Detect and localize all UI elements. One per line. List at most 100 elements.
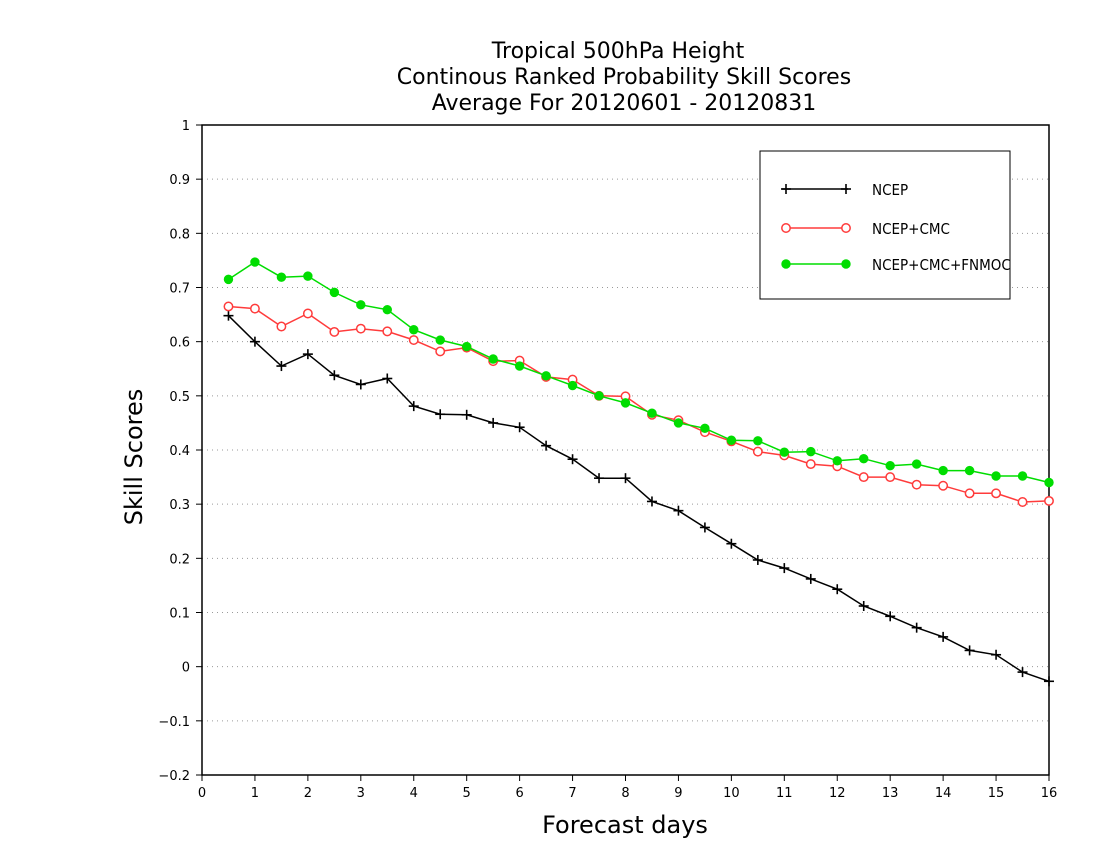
legend-box — [759, 150, 1011, 300]
y-tick-label: −0.1 — [158, 715, 190, 730]
y-tick-label: 0.3 — [169, 498, 190, 513]
data-point-open-circle — [991, 488, 1002, 499]
data-point-filled-circle — [276, 272, 287, 282]
data-point-open-circle — [249, 303, 260, 314]
data-point-plus — [488, 417, 499, 428]
data-point-filled-circle — [356, 300, 366, 310]
data-point-filled-circle — [726, 435, 737, 445]
data-point-filled-circle — [832, 456, 842, 466]
data-point-open-circle — [781, 223, 791, 233]
data-point-open-circle — [329, 326, 340, 337]
data-point-plus — [567, 454, 578, 465]
data-point-open-circle — [276, 321, 287, 332]
series-line — [228, 305, 1050, 503]
x-tick-label: 4 — [410, 786, 418, 801]
data-point-filled-circle — [223, 274, 234, 285]
data-point-plus — [673, 505, 684, 516]
data-point-filled-circle — [911, 459, 922, 469]
data-point-open-circle — [805, 459, 816, 470]
legend: NCEP NCEP+CMC NCEP+CMC+FNMOC — [759, 150, 1011, 300]
data-point-filled-circle — [753, 436, 763, 446]
x-tick-label: 0 — [198, 786, 206, 801]
data-point-open-circle — [885, 472, 896, 483]
chart-title-line-2: Continous Ranked Probability Skill Score… — [397, 65, 851, 90]
data-point-open-circle — [408, 335, 419, 345]
data-point-plus — [1017, 667, 1028, 678]
data-point-filled-circle — [779, 447, 790, 457]
data-point-filled-circle — [567, 380, 578, 391]
x-tick-label: 3 — [357, 786, 365, 801]
legend-label: NCEP+CMC — [872, 220, 950, 238]
data-point-plus — [329, 370, 340, 381]
data-point-plus — [841, 184, 851, 194]
data-point-plus — [938, 631, 949, 642]
data-point-plus — [991, 649, 1002, 660]
y-axis-ticks: −0.2 −0.1 0 0.1 0.2 0.3 0.4 0.5 0.6 0.7 0.8 0.9 1 — [158, 119, 202, 784]
data-point-filled-circle — [964, 465, 975, 476]
x-tick-label: 13 — [882, 786, 899, 801]
data-point-open-circle — [964, 488, 975, 499]
x-axis-ticks: 0 1 2 3 4 5 6 7 8 9 10 11 12 13 14 15 16 — [198, 775, 1057, 801]
x-tick-label: 15 — [988, 786, 1005, 801]
data-point-plus — [223, 310, 234, 321]
data-point-plus — [302, 349, 313, 360]
data-point-open-circle — [911, 479, 922, 490]
data-point-open-circle — [223, 301, 234, 312]
y-tick-label: 1 — [182, 119, 190, 134]
legend-label: NCEP — [872, 181, 908, 199]
data-point-plus — [594, 473, 605, 484]
series-2 — [223, 257, 1054, 488]
data-point-filled-circle — [806, 446, 816, 457]
data-point-plus — [382, 373, 393, 384]
data-point-plus — [858, 601, 869, 611]
x-tick-label: 1 — [251, 786, 259, 801]
data-point-open-circle — [858, 472, 869, 483]
data-point-plus — [249, 336, 260, 347]
legend-item-2: NCEP+CMC+FNMOC — [781, 256, 1011, 274]
data-point-plus — [726, 538, 737, 549]
data-point-open-circle — [355, 323, 366, 334]
data-point-filled-circle — [859, 453, 869, 464]
data-point-open-circle — [302, 308, 313, 319]
data-point-open-circle — [752, 446, 763, 457]
y-tick-label: 0.9 — [169, 173, 190, 188]
data-point-filled-circle — [673, 418, 684, 428]
data-point-filled-circle — [1044, 477, 1054, 488]
x-tick-label: 5 — [463, 786, 471, 801]
data-point-filled-circle — [1017, 471, 1028, 481]
data-point-filled-circle — [594, 391, 604, 401]
legend-item-0: NCEP — [781, 181, 908, 199]
y-tick-label: 0.1 — [169, 607, 190, 622]
data-point-filled-circle — [541, 371, 551, 381]
data-point-plus — [805, 573, 816, 584]
data-point-open-circle — [1017, 497, 1028, 507]
y-tick-label: 0.5 — [169, 390, 190, 405]
x-tick-label: 16 — [1041, 786, 1058, 801]
series-1 — [223, 301, 1054, 507]
y-tick-label: 0.2 — [169, 552, 190, 567]
x-tick-label: 7 — [568, 786, 576, 801]
data-point-filled-circle — [409, 325, 419, 335]
data-point-plus — [911, 622, 922, 633]
data-point-plus — [964, 645, 975, 656]
x-axis-label: Forecast days — [542, 811, 708, 839]
data-point-open-circle — [1044, 495, 1054, 506]
data-point-filled-circle — [303, 271, 313, 281]
data-point-filled-circle — [938, 465, 948, 476]
data-point-plus — [541, 440, 552, 451]
legend-item-1: NCEP+CMC — [781, 220, 950, 238]
x-tick-label: 11 — [776, 786, 793, 801]
y-axis-label: Skill Scores — [120, 389, 148, 526]
data-point-plus — [435, 409, 446, 420]
legend-label: NCEP+CMC+FNMOC — [872, 256, 1011, 274]
y-tick-label: 0 — [182, 661, 190, 676]
data-point-filled-circle — [781, 259, 791, 269]
data-point-plus — [832, 584, 843, 595]
y-tick-label: 0.8 — [169, 227, 190, 242]
data-point-plus — [408, 401, 419, 412]
series-0 — [223, 310, 1054, 687]
data-point-open-circle — [435, 346, 446, 357]
data-point-plus — [461, 409, 472, 420]
data-point-plus — [514, 422, 525, 433]
